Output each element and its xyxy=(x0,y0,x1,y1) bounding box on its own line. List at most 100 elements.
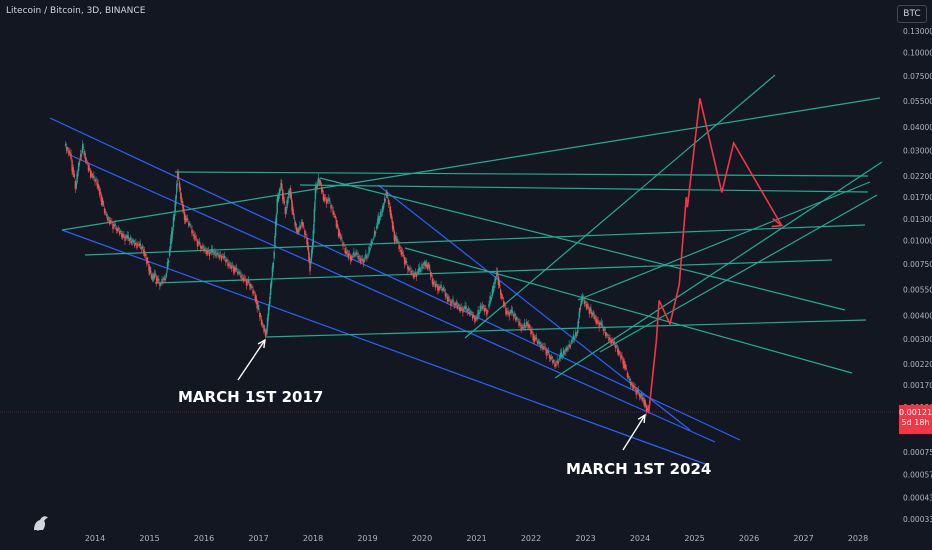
candle-body xyxy=(231,265,234,267)
candle-body xyxy=(494,278,496,285)
candle-body xyxy=(344,248,346,253)
candle-body xyxy=(607,335,609,337)
candle-body xyxy=(224,255,226,259)
candle-body xyxy=(379,218,381,220)
candle-body xyxy=(425,264,427,268)
candle-body xyxy=(525,321,528,326)
candle-body xyxy=(130,240,133,244)
candle-body xyxy=(581,301,583,303)
candle-body xyxy=(450,301,452,306)
trend-line xyxy=(69,154,716,443)
candle-body xyxy=(379,212,382,218)
candle-body xyxy=(400,249,402,256)
candle-body xyxy=(646,408,649,411)
candle-body xyxy=(87,165,90,171)
candle-body xyxy=(560,351,563,357)
candle-body xyxy=(327,200,329,202)
candle-body xyxy=(110,220,112,222)
candle-body xyxy=(563,350,565,355)
candle-body xyxy=(77,163,80,171)
candle-body xyxy=(524,326,527,328)
candle-body xyxy=(444,292,447,297)
candle-body xyxy=(208,251,211,257)
candle-body xyxy=(300,222,303,225)
candle-body xyxy=(438,286,440,292)
candle-body xyxy=(262,325,264,327)
candle-body xyxy=(497,276,500,285)
candle-body xyxy=(298,230,300,232)
candle-body xyxy=(191,229,193,234)
candle-body xyxy=(474,316,476,323)
candle-body xyxy=(518,321,520,327)
candle-body xyxy=(557,361,559,364)
candle-body xyxy=(643,399,645,404)
candle-body xyxy=(378,215,380,223)
candle-body xyxy=(266,317,269,328)
candle-body xyxy=(519,323,521,324)
candle-body xyxy=(589,309,591,311)
candle-body xyxy=(276,199,278,214)
candle-body xyxy=(193,234,195,240)
candle-body xyxy=(488,303,490,308)
candle-body xyxy=(466,310,468,312)
time-axis: 2014 2015 2016 2017 2018 2019 2020 2021 2022 2023… xyxy=(85,534,868,543)
candle-body xyxy=(523,322,526,328)
trend-line xyxy=(464,74,776,339)
candle-body xyxy=(136,243,138,249)
candle-body xyxy=(465,306,467,310)
candle-body xyxy=(271,266,274,277)
candle-body xyxy=(163,276,165,281)
candle-body xyxy=(206,250,208,255)
candle-body xyxy=(506,311,508,315)
candle-body xyxy=(270,279,273,286)
trend-line xyxy=(264,319,867,338)
candle-body xyxy=(581,295,584,301)
tradingview-logo-icon[interactable] xyxy=(30,512,52,532)
candle-body xyxy=(503,300,505,307)
candle-body xyxy=(582,297,585,299)
candle-body xyxy=(409,267,411,270)
candle-body xyxy=(185,218,188,221)
candle-body xyxy=(325,199,328,205)
candle-body xyxy=(439,287,441,289)
candle-body xyxy=(192,231,194,233)
candle-body xyxy=(612,341,614,344)
candle-body xyxy=(572,334,575,340)
candle-body xyxy=(573,337,576,339)
candle-body xyxy=(625,368,628,370)
candle-body xyxy=(321,190,324,192)
candle-body xyxy=(613,341,616,344)
candle-body xyxy=(393,231,396,241)
candle-body xyxy=(116,229,119,232)
candle-body xyxy=(388,203,390,204)
candle-body xyxy=(73,174,75,178)
candle-body xyxy=(213,253,215,255)
projection-path xyxy=(647,98,784,413)
candle-body xyxy=(479,305,482,312)
candle-body xyxy=(150,274,153,279)
candle-body xyxy=(462,308,464,313)
candle-body xyxy=(333,213,335,215)
candle-body xyxy=(312,241,314,250)
candle-body xyxy=(547,351,550,354)
candle-body xyxy=(282,195,285,202)
currency-badge[interactable]: BTC xyxy=(897,5,927,23)
candle-body xyxy=(117,228,120,231)
candle-body xyxy=(124,236,126,241)
candle-body xyxy=(382,204,384,211)
candle-body xyxy=(574,332,577,337)
candle-body xyxy=(122,234,124,239)
candle-body xyxy=(261,322,264,325)
candle-body xyxy=(348,254,351,256)
candle-body xyxy=(622,358,624,365)
candle-body xyxy=(305,234,307,236)
trend-line xyxy=(49,117,741,441)
candle-body xyxy=(585,303,588,309)
candle-body xyxy=(376,225,378,229)
candle-body xyxy=(635,389,637,395)
candle-body xyxy=(631,382,633,384)
